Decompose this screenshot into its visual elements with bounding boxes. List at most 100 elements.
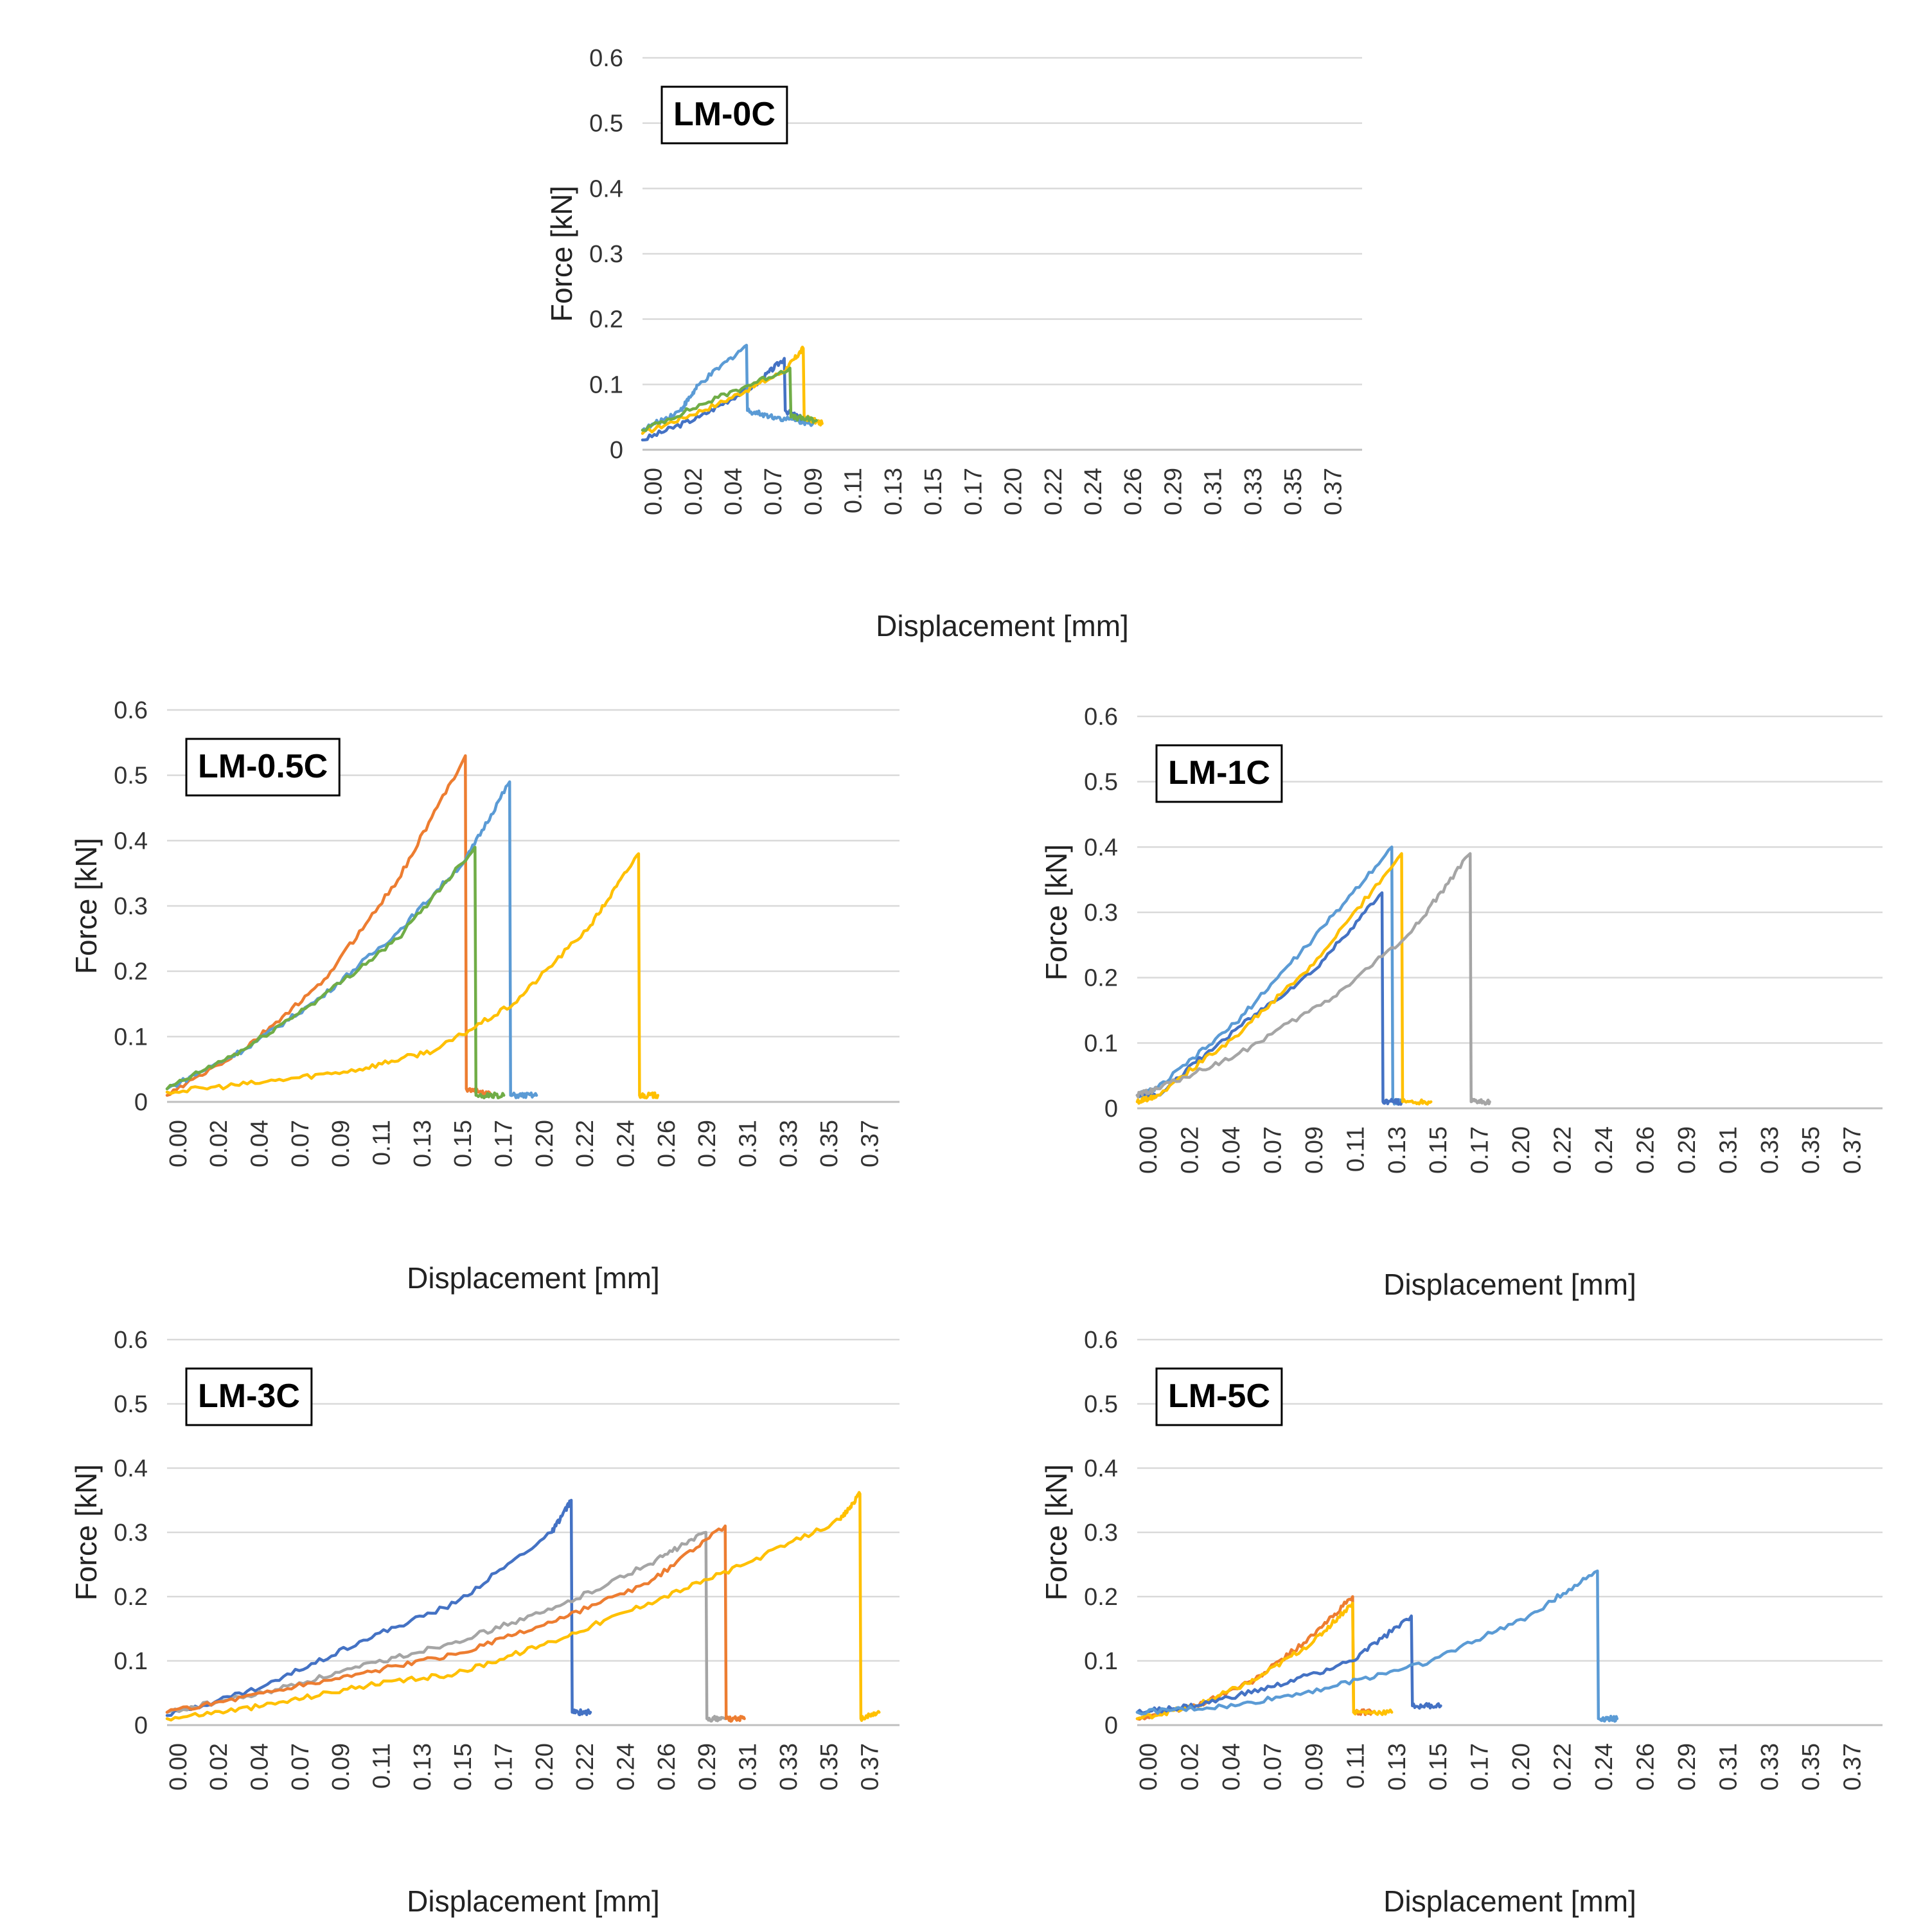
x-tick-label: 0.13 xyxy=(1384,1126,1411,1174)
y-tick-label: 0.3 xyxy=(1084,900,1118,926)
y-tick-label: 0.3 xyxy=(589,241,623,268)
y-tick-label: 0.4 xyxy=(1084,1455,1118,1482)
y-tick-label: 0.2 xyxy=(1084,1584,1118,1611)
x-tick-label: 0.26 xyxy=(653,1743,680,1791)
series-line-lm-0c-green xyxy=(641,366,819,432)
series-line-lm-5c-orange xyxy=(1135,1595,1374,1721)
x-tick-label: 0.04 xyxy=(247,1743,274,1791)
x-tick-label: 0.13 xyxy=(1384,1743,1411,1791)
y-tick-label: 0.1 xyxy=(1084,1648,1118,1675)
x-tick-label: 0.00 xyxy=(165,1120,192,1167)
series-line-lm-1c-yellow xyxy=(1135,852,1433,1106)
x-tick-label: 0.37 xyxy=(1320,468,1347,515)
x-tick-label: 0.15 xyxy=(920,468,947,515)
x-tick-label: 0.22 xyxy=(572,1120,599,1167)
y-tick-label: 0.3 xyxy=(114,893,148,920)
x-tick-label: 0.17 xyxy=(1467,1126,1494,1174)
x-tick-label: 0.24 xyxy=(613,1743,640,1791)
y-tick-label: 0.1 xyxy=(114,1648,148,1675)
series-line-lm-3c-gray xyxy=(165,1530,727,1723)
x-tick-label: 0.31 xyxy=(735,1120,762,1167)
x-tick-label: 0.04 xyxy=(247,1120,274,1167)
x-tick-label: 0.31 xyxy=(1715,1743,1742,1791)
series-line-lm-0-5c-green xyxy=(165,846,506,1100)
y-tick-label: 0 xyxy=(1104,1095,1118,1122)
y-tick-label: 0.3 xyxy=(1084,1520,1118,1546)
x-tick-label: 0.35 xyxy=(816,1120,843,1167)
x-tick-label: 0.17 xyxy=(491,1120,518,1167)
y-tick-label: 0.1 xyxy=(589,371,623,398)
chart-svg-lm-5c: 0 0.1 0.2 0.3 0.4 0.5 0.6 0.00 0.02 0.04 0.07 0.09 0… xyxy=(1040,1327,1883,1918)
series-line-lm-5c-light-blue xyxy=(1135,1569,1619,1723)
y-tick-label: 0.2 xyxy=(114,1584,148,1611)
x-tick-label: 0.31 xyxy=(1715,1126,1742,1174)
y-tick-label: 0.2 xyxy=(114,959,148,986)
x-tick-label: 0.07 xyxy=(1259,1743,1286,1791)
x-tick-label: 0.26 xyxy=(1632,1126,1659,1174)
x-axis-title: Displacement [mm] xyxy=(407,1884,660,1918)
y-tick-label: 0.5 xyxy=(114,763,148,790)
y-tick-label: 0.2 xyxy=(1084,965,1118,992)
x-tick-label: 0.37 xyxy=(1839,1126,1866,1174)
x-tick-label: 0.15 xyxy=(1425,1743,1452,1791)
x-tick-label: 0.11 xyxy=(369,1120,396,1165)
x-tick-label: 0.37 xyxy=(857,1120,884,1167)
panel-label-box: LM-3C xyxy=(185,1367,313,1426)
x-tick-label: 0.29 xyxy=(694,1120,721,1167)
x-tick-label: 0.04 xyxy=(720,468,747,515)
x-tick-label: 0.11 xyxy=(1342,1743,1369,1789)
y-axis-title: Force [kN] xyxy=(69,838,103,974)
chart-svg-lm-3c: 0 0.1 0.2 0.3 0.4 0.5 0.6 0.00 0.02 0.04 0.07 0.09 0… xyxy=(69,1327,900,1918)
x-tick-label: 0.17 xyxy=(960,468,987,515)
x-tick-label: 0.13 xyxy=(409,1120,436,1167)
y-tick-label: 0.6 xyxy=(114,1327,148,1354)
series-line-lm-3c-yellow xyxy=(165,1491,881,1723)
x-tick-label: 0.00 xyxy=(1135,1743,1162,1791)
y-tick-label: 0 xyxy=(610,437,623,464)
x-tick-label: 0.07 xyxy=(760,468,787,515)
panel-label-box: LM-0C xyxy=(660,85,788,145)
x-tick-label: 0.26 xyxy=(653,1120,680,1167)
panel-label-box: LM-5C xyxy=(1155,1367,1283,1426)
x-tick-label: 0.07 xyxy=(287,1120,314,1167)
x-axis-title: Displacement [mm] xyxy=(1383,1884,1636,1918)
panel-label: LM-0C xyxy=(673,96,775,133)
series-line-lm-3c-blue xyxy=(165,1498,592,1717)
series-line-lm-0-5c-orange xyxy=(165,754,496,1099)
panel-label-box: LM-1C xyxy=(1155,744,1283,803)
x-tick-label: 0.02 xyxy=(206,1743,233,1791)
panel-label: LM-1C xyxy=(1168,754,1270,792)
series-line-lm-0-5c-yellow xyxy=(165,852,660,1100)
chart-svg-lm-1c: 0 0.1 0.2 0.3 0.4 0.5 0.6 0.00 0.02 0.04 0.07 0.09 0… xyxy=(1040,704,1883,1301)
y-tick-label: 0.4 xyxy=(589,175,623,202)
x-axis-title: Displacement [mm] xyxy=(1383,1268,1636,1301)
x-tick-label: 0.29 xyxy=(1674,1126,1701,1174)
x-tick-label: 0.13 xyxy=(409,1743,436,1791)
chart-svg-lm-0c: 0 0.1 0.2 0.3 0.4 0.5 0.6 0.00 0.02 0.04 0.07 0.09 0… xyxy=(545,45,1362,643)
series-line-lm-0c-light-blue xyxy=(641,344,815,432)
x-tick-label: 0.15 xyxy=(1425,1126,1452,1174)
y-tick-label: 0 xyxy=(134,1089,148,1116)
chart-panel-lm-0-5c: 0 0.1 0.2 0.3 0.4 0.5 0.6 0.00 0.02 0.04 0.07 0.09 0… xyxy=(51,691,925,1307)
x-tick-label: 0.02 xyxy=(1177,1126,1204,1174)
x-tick-label: 0.02 xyxy=(206,1120,233,1167)
x-tick-label: 0.22 xyxy=(1550,1743,1577,1791)
x-tick-label: 0.09 xyxy=(328,1743,355,1791)
y-tick-label: 0.6 xyxy=(114,697,148,724)
x-tick-label: 0.31 xyxy=(1200,468,1227,515)
series-line-lm-0-5c-light-blue xyxy=(165,780,538,1099)
x-tick-label: 0.24 xyxy=(1080,468,1107,515)
x-tick-label: 0.17 xyxy=(491,1743,518,1791)
x-tick-label: 0.00 xyxy=(165,1743,192,1791)
y-tick-label: 0.5 xyxy=(589,111,623,137)
series-line-lm-3c-orange xyxy=(165,1524,746,1723)
y-axis-title: Force [kN] xyxy=(1040,1464,1073,1600)
x-tick-label: 0.15 xyxy=(450,1120,477,1167)
x-tick-label: 0.35 xyxy=(1280,468,1307,515)
x-tick-label: 0.33 xyxy=(1240,468,1267,515)
y-axis-title: Force [kN] xyxy=(1040,844,1073,980)
x-tick-label: 0.35 xyxy=(1798,1126,1825,1174)
x-tick-label: 0.13 xyxy=(880,468,907,515)
y-tick-label: 0.4 xyxy=(114,828,148,855)
y-tick-label: 0 xyxy=(134,1712,148,1739)
